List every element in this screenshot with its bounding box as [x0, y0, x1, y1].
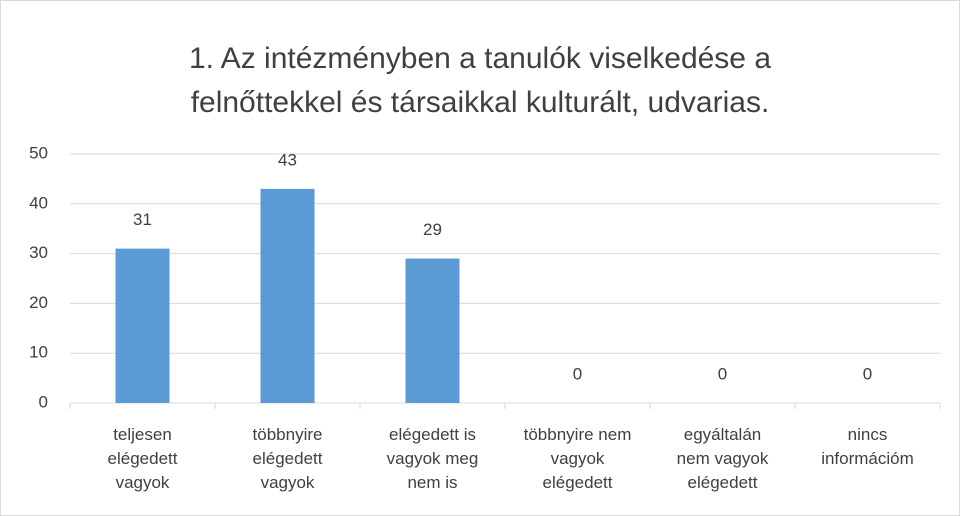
bar	[260, 188, 315, 403]
data-label: 31	[133, 210, 152, 229]
bar	[115, 248, 170, 403]
y-tick-label: 0	[39, 392, 48, 411]
y-tick-label: 50	[29, 143, 48, 162]
data-label: 43	[278, 150, 297, 169]
bar	[405, 258, 460, 403]
y-tick-label: 10	[29, 343, 48, 362]
data-label: 0	[863, 364, 872, 383]
x-tick-label: többnyire nem vagyok elégedett	[524, 425, 632, 492]
x-tick-label: nincs információm	[821, 425, 914, 468]
x-tick-label: egyáltalán nem vagyok elégedett	[677, 425, 769, 492]
data-label: 0	[718, 364, 727, 383]
y-tick-label: 30	[29, 243, 48, 262]
data-label: 29	[423, 220, 442, 239]
data-label: 0	[573, 364, 582, 383]
y-tick-label: 40	[29, 193, 48, 212]
x-tick-label: teljesen elégedett vagyok	[108, 425, 178, 492]
y-tick-label: 20	[29, 293, 48, 312]
x-tick-label: többnyire elégedett vagyok	[253, 425, 323, 492]
chart-title: 1. Az intézményben a tanulók viselkedése…	[189, 42, 771, 119]
x-tick-label: elégedett is vagyok meg nem is	[387, 425, 479, 492]
